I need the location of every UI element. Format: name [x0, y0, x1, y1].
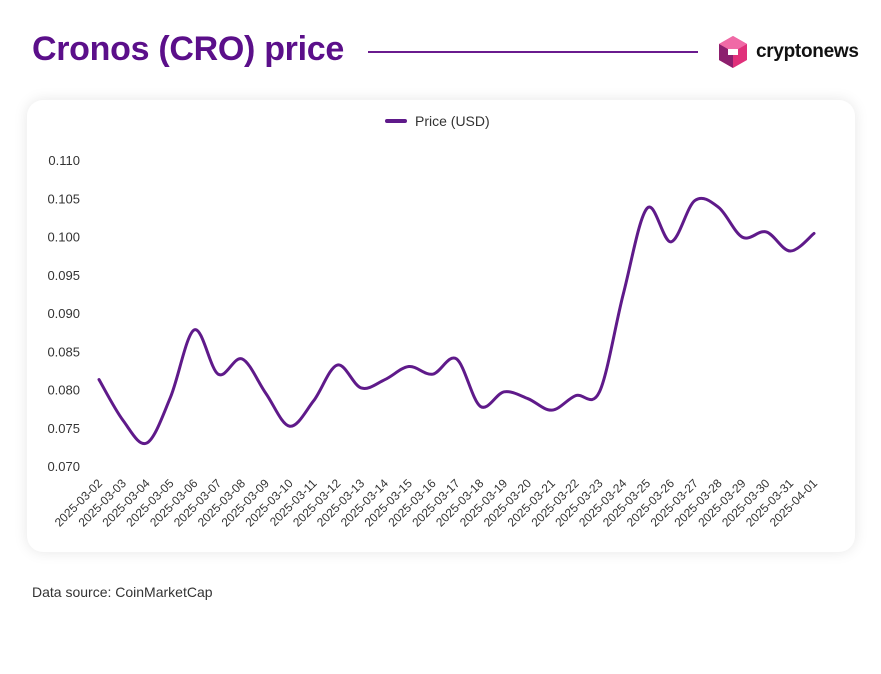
cryptonews-logo-icon [719, 36, 747, 68]
y-tick-label: 0.070 [47, 459, 80, 474]
data-point [525, 396, 531, 402]
y-tick-label: 0.080 [47, 383, 80, 398]
y-tick-label: 0.075 [47, 421, 80, 436]
data-point [96, 377, 102, 383]
data-point [239, 356, 245, 362]
data-point [382, 377, 388, 383]
data-point [263, 390, 269, 396]
data-point [811, 230, 817, 236]
data-point [740, 234, 746, 240]
data-point [787, 248, 793, 254]
data-point [692, 198, 698, 204]
data-point [668, 239, 674, 245]
data-point [597, 389, 603, 395]
title-divider [368, 51, 698, 53]
price-line-chart: Price (USD) 0.110 0.105 0.100 0.095 0.090 0.0… [47, 113, 821, 530]
series-layer [96, 196, 817, 446]
data-point [620, 291, 626, 297]
data-point [644, 205, 650, 211]
page-title: Cronos (CRO) price [32, 30, 344, 68]
series-line-price-usd [97, 196, 816, 446]
y-tick-label: 0.110 [48, 153, 80, 168]
data-point [406, 364, 412, 370]
brand-logo: cryptonews [716, 34, 859, 70]
y-tick-label: 0.085 [47, 344, 80, 359]
data-point [454, 356, 460, 362]
data-source-note: Data source: CoinMarketCap [32, 584, 213, 600]
data-point [334, 362, 340, 368]
brand-name: cryptonews [756, 41, 859, 62]
data-point [358, 385, 364, 391]
data-point [287, 423, 293, 429]
y-axis: 0.110 0.105 0.100 0.095 0.090 0.085 0.080 0.075… [47, 153, 80, 474]
data-point [168, 394, 174, 400]
y-tick-label: 0.090 [47, 306, 80, 321]
x-axis: 2025-03-022025-03-032025-03-042025-03-05… [52, 476, 821, 530]
chart-legend: Price (USD) [385, 113, 490, 129]
data-point [311, 398, 317, 404]
data-point [501, 389, 507, 395]
data-point [120, 417, 126, 423]
data-point [477, 403, 483, 409]
legend-label: Price (USD) [415, 113, 490, 129]
y-tick-label: 0.105 [47, 191, 80, 206]
data-point [763, 229, 769, 235]
data-point [144, 440, 150, 446]
data-point [716, 204, 722, 210]
data-point [191, 327, 197, 333]
data-point [573, 393, 579, 399]
chart-card: Price (USD) 0.110 0.105 0.100 0.095 0.090 0.0… [27, 100, 855, 552]
data-point [215, 371, 221, 377]
data-point [549, 407, 555, 413]
y-tick-label: 0.095 [47, 268, 80, 283]
y-tick-label: 0.100 [47, 230, 80, 245]
data-point [430, 371, 436, 377]
